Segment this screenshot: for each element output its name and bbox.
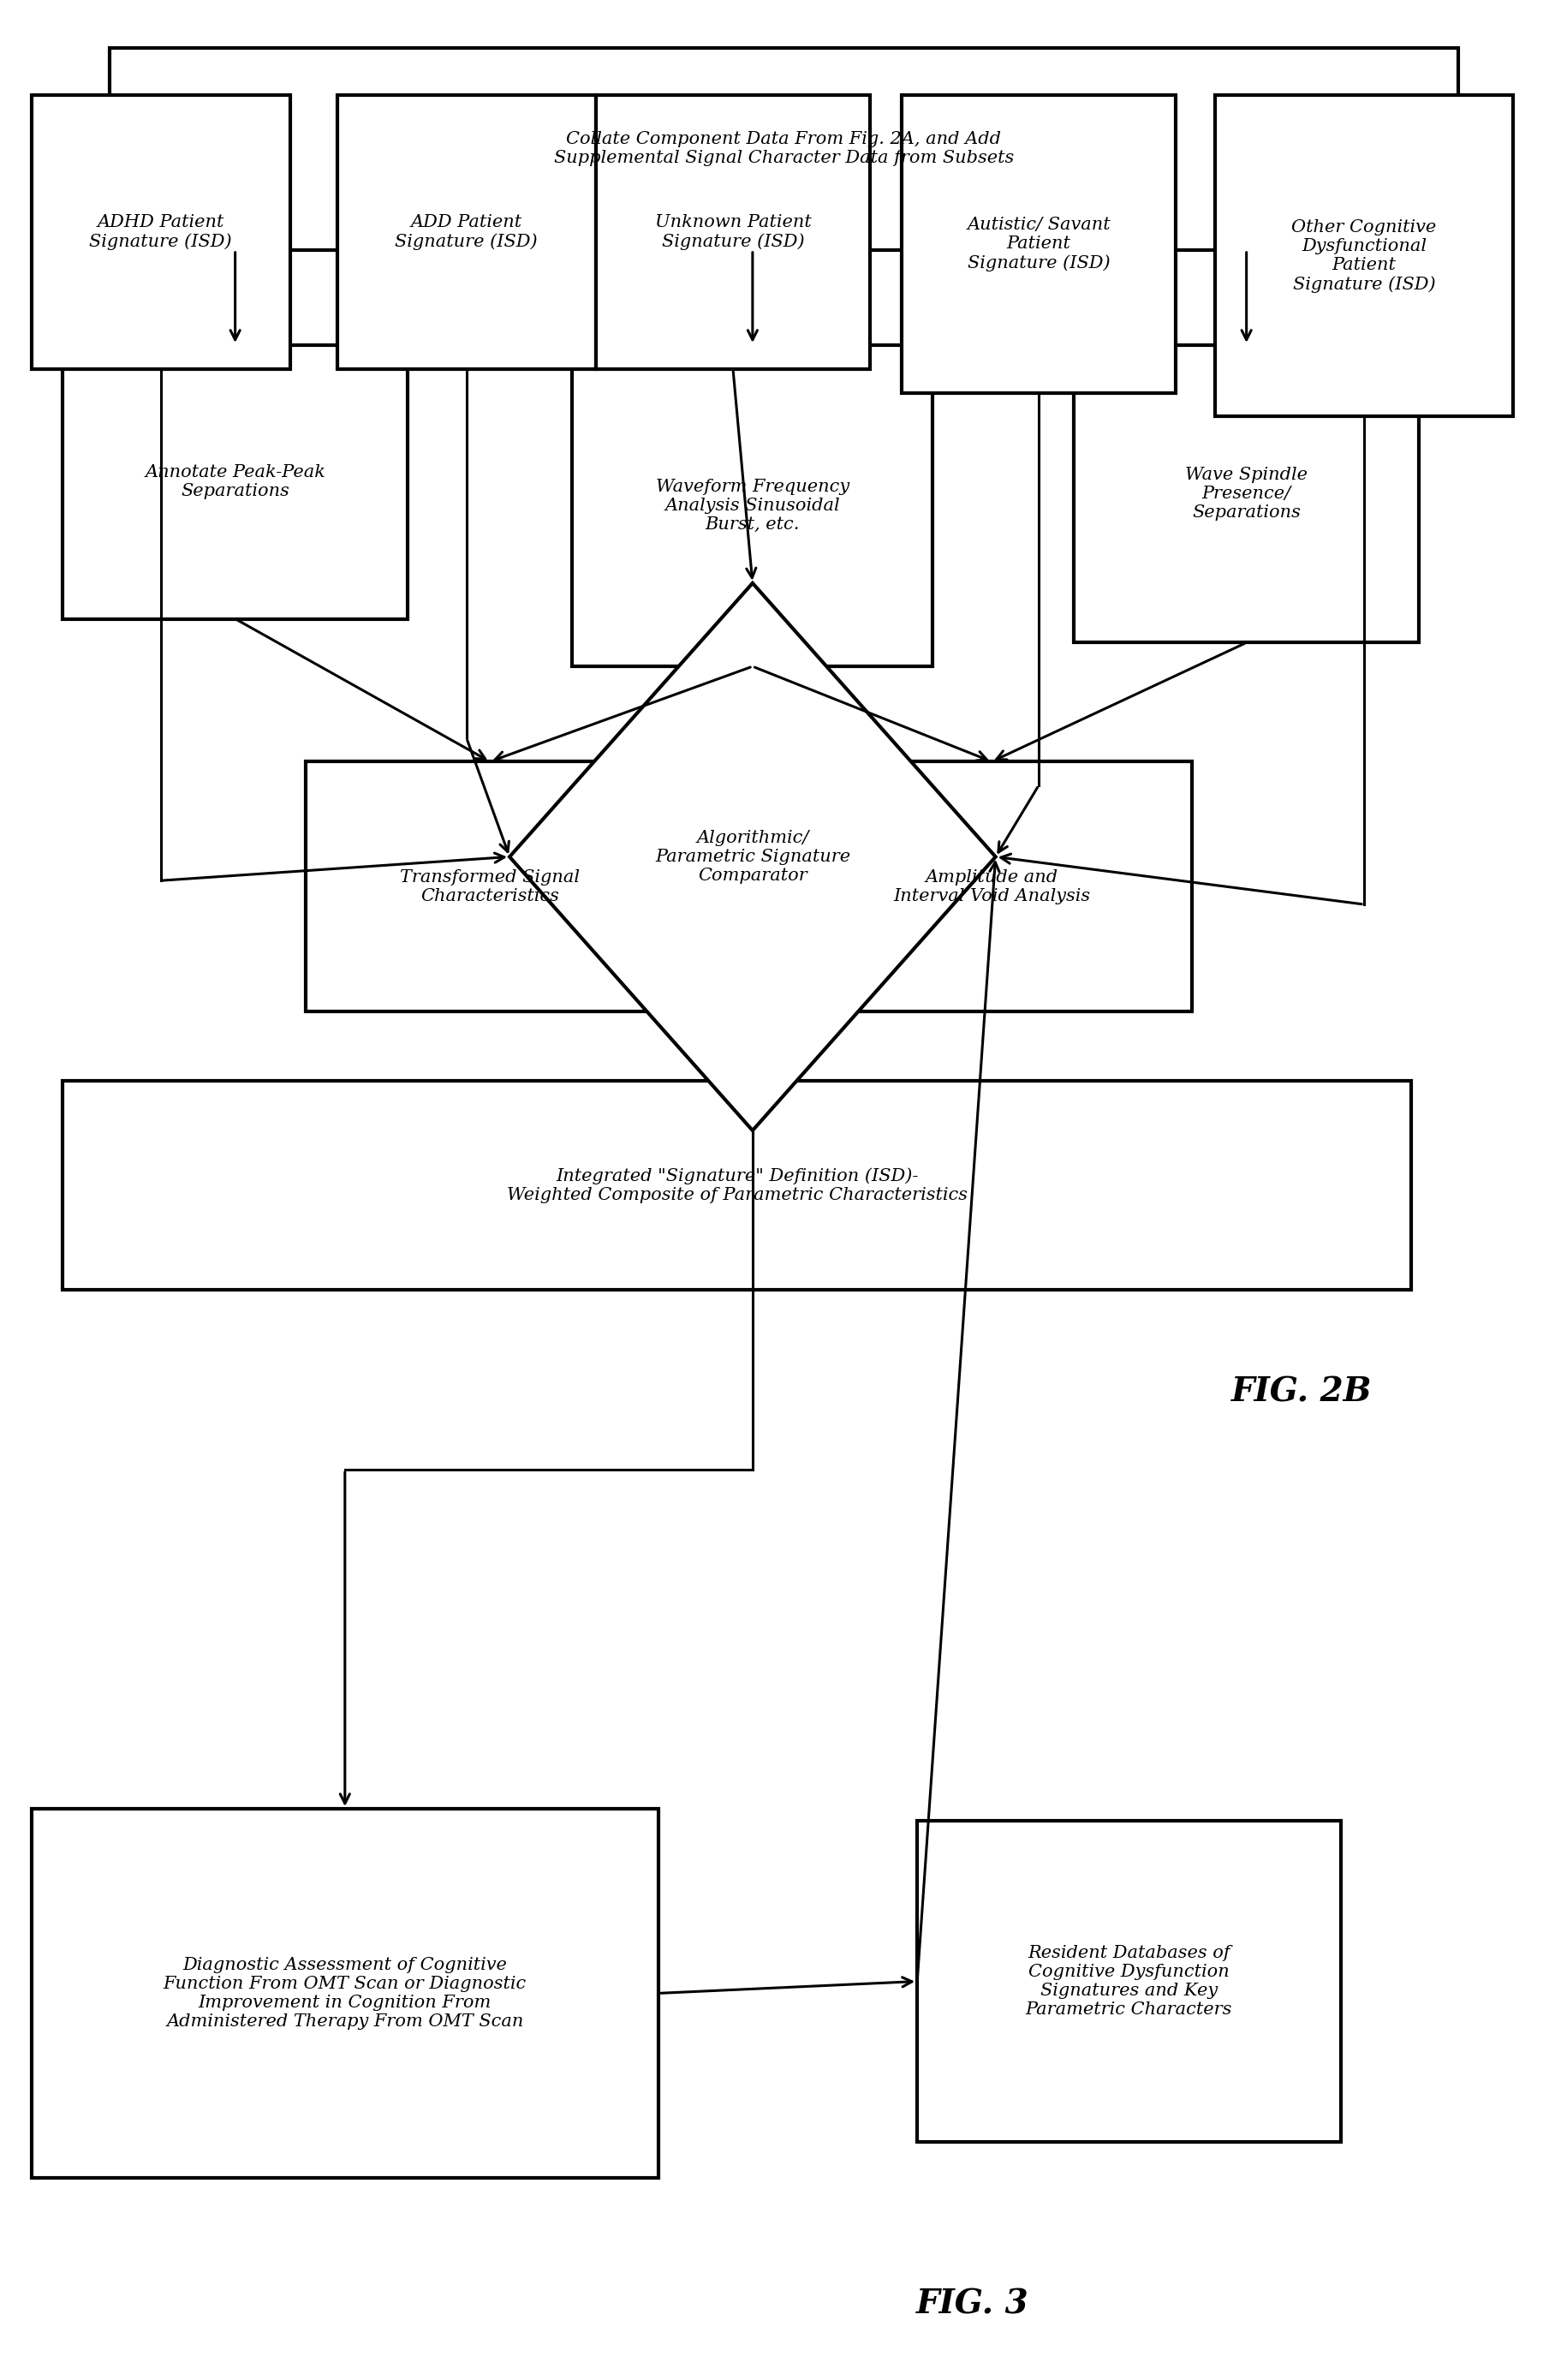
Text: Unknown Patient
Signature (ISD): Unknown Patient Signature (ISD)	[655, 214, 810, 250]
Text: Transformed Signal
Characteristics: Transformed Signal Characteristics	[400, 869, 580, 904]
FancyBboxPatch shape	[572, 345, 932, 666]
Text: Integrated "Signature" Definition (ISD)-
Weighted Composite of Parametric Charac: Integrated "Signature" Definition (ISD)-…	[506, 1169, 967, 1202]
Text: Amplitude and
Interval Void Analysis: Amplitude and Interval Void Analysis	[893, 869, 1089, 904]
Text: Wave Spindle
Presence/
Separations: Wave Spindle Presence/ Separations	[1185, 466, 1307, 521]
Text: Other Cognitive
Dysfunctional
Patient
Signature (ISD): Other Cognitive Dysfunctional Patient Si…	[1291, 219, 1435, 293]
Text: Resident Databases of
Cognitive Dysfunction
Signatures and Key
Parametric Charac: Resident Databases of Cognitive Dysfunct…	[1025, 1944, 1232, 2018]
FancyBboxPatch shape	[901, 95, 1175, 393]
FancyBboxPatch shape	[1073, 345, 1418, 643]
FancyBboxPatch shape	[31, 1809, 658, 2178]
Text: Autistic/ Savant
Patient
Signature (ISD): Autistic/ Savant Patient Signature (ISD)	[967, 217, 1109, 271]
FancyBboxPatch shape	[337, 95, 595, 369]
Text: Waveform Frequency
Analysis Sinusoidal
Burst, etc.: Waveform Frequency Analysis Sinusoidal B…	[655, 478, 849, 533]
FancyBboxPatch shape	[917, 1821, 1340, 2142]
FancyBboxPatch shape	[791, 762, 1191, 1011]
FancyBboxPatch shape	[595, 95, 870, 369]
Text: Diagnostic Assessment of Cognitive
Function From OMT Scan or Diagnostic
Improvem: Diagnostic Assessment of Cognitive Funct…	[163, 1956, 527, 2030]
FancyBboxPatch shape	[63, 345, 407, 619]
FancyBboxPatch shape	[1214, 95, 1512, 416]
FancyBboxPatch shape	[63, 1081, 1410, 1290]
Text: Annotate Peak-Peak
Separations: Annotate Peak-Peak Separations	[144, 464, 326, 500]
Text: Algorithmic/
Parametric Signature
Comparator: Algorithmic/ Parametric Signature Compar…	[655, 831, 849, 883]
Text: ADD Patient
Signature (ISD): ADD Patient Signature (ISD)	[395, 214, 537, 250]
Text: Collate Component Data From Fig. 2A, and Add
Supplemental Signal Character Data : Collate Component Data From Fig. 2A, and…	[553, 131, 1014, 167]
FancyBboxPatch shape	[306, 762, 674, 1011]
FancyBboxPatch shape	[110, 48, 1457, 250]
Text: FIG. 2B: FIG. 2B	[1230, 1376, 1371, 1409]
Text: ADHD Patient
Signature (ISD): ADHD Patient Signature (ISD)	[89, 214, 232, 250]
FancyBboxPatch shape	[31, 95, 290, 369]
Polygon shape	[509, 583, 995, 1130]
Text: FIG. 3: FIG. 3	[915, 2287, 1028, 2320]
